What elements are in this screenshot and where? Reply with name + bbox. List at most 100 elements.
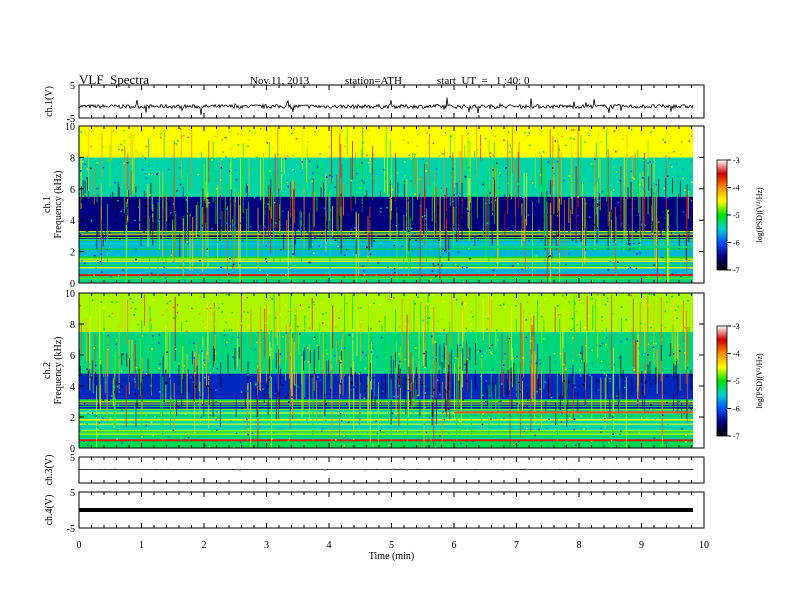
psd-speckle <box>573 138 575 140</box>
psd-speckle <box>412 401 414 403</box>
psd-speckle <box>235 169 237 171</box>
psd-speckle <box>434 341 436 343</box>
psd-speckle <box>612 214 615 217</box>
psd-speckle <box>81 259 83 262</box>
psd-speckle <box>574 303 576 305</box>
psd-speckle <box>423 214 426 217</box>
psd-speckle <box>511 225 514 228</box>
psd-speckle <box>588 315 591 317</box>
psd-speckle <box>636 340 639 342</box>
psd-speckle <box>408 154 411 157</box>
psd-speckle <box>509 145 512 147</box>
psd-speckle <box>211 371 213 373</box>
psd-speckle <box>184 196 186 198</box>
psd-speckle <box>149 319 152 322</box>
psd-speckle <box>427 281 430 283</box>
psd-speckle <box>235 179 238 181</box>
psd-speckle <box>117 274 120 277</box>
psd-speckle <box>459 367 461 370</box>
psd-speckle <box>602 210 605 212</box>
psd-speckle <box>576 324 579 326</box>
psd-speckle <box>86 368 88 370</box>
psd-speckle <box>209 365 212 368</box>
psd-speckle <box>659 151 662 154</box>
psd-speckle <box>476 278 479 280</box>
psd-speckle <box>172 213 175 216</box>
psd-speckle <box>325 419 327 422</box>
psd-speckle <box>163 266 165 268</box>
psd-speckle <box>359 329 361 331</box>
psd-speckle <box>291 406 293 408</box>
y-tick-label: 2 <box>70 248 75 259</box>
psd-speckle <box>424 446 427 448</box>
psd-speckle <box>306 347 309 349</box>
psd-speckle <box>358 373 361 375</box>
psd-speckle <box>245 418 248 420</box>
psd-speckle <box>613 363 616 366</box>
psd-speckle <box>225 294 227 296</box>
psd-speckle <box>626 162 629 164</box>
psd-speckle <box>132 301 134 304</box>
psd-speckle <box>467 195 470 198</box>
psd-speckle <box>162 314 164 316</box>
psd-speckle <box>683 394 686 397</box>
psd-speckle <box>684 214 687 216</box>
psd-speckle <box>254 131 257 134</box>
psd-speckle <box>401 348 404 351</box>
psd-speckle <box>215 187 218 190</box>
psd-speckle <box>637 243 639 245</box>
psd-speckle <box>625 150 628 153</box>
psd-speckle <box>167 436 170 438</box>
psd-speckle <box>650 326 652 329</box>
psd-speckle <box>334 439 337 441</box>
psd-speckle <box>581 196 583 199</box>
psd-speckle <box>398 353 400 355</box>
psd-speckle <box>548 418 550 420</box>
psd-speckle <box>294 230 296 233</box>
psd-speckle <box>391 188 394 191</box>
psd-speckle <box>605 336 608 339</box>
psd-speckle <box>229 223 231 225</box>
psd-speckle <box>667 196 669 198</box>
psd-speckle <box>437 263 439 266</box>
psd-speckle <box>622 192 624 194</box>
psd-speckle <box>591 349 593 352</box>
x-tick-label: 3 <box>264 540 269 551</box>
psd-speckle <box>600 427 602 430</box>
psd-speckle <box>117 301 119 303</box>
psd-speckle <box>118 176 121 179</box>
psd-speckle <box>417 359 420 361</box>
psd-speckle <box>170 212 172 214</box>
psd-speckle <box>605 184 608 186</box>
psd-speckle <box>293 280 296 283</box>
psd-speckle <box>387 266 389 268</box>
psd-speckle <box>139 159 141 162</box>
psd-speckle <box>237 352 239 354</box>
psd-speckle <box>542 218 545 221</box>
psd-speckle <box>419 341 421 343</box>
psd-speckle <box>583 428 585 430</box>
psd-speckle <box>225 136 227 139</box>
psd-speckle <box>400 345 403 348</box>
psd-speckle <box>615 258 618 260</box>
psd-speckle <box>191 307 193 310</box>
psd-speckle <box>640 223 643 226</box>
psd-speckle <box>137 323 139 326</box>
psd-speckle <box>382 431 385 433</box>
psd-speckle <box>617 149 619 152</box>
psd-speckle <box>422 319 424 322</box>
psd-speckle <box>663 187 665 190</box>
psd-speckle <box>600 360 603 363</box>
psd-speckle <box>202 320 204 323</box>
psd-speckle <box>611 313 614 315</box>
psd-speckle <box>194 276 196 278</box>
psd-speckle <box>554 361 557 363</box>
y-tick-label: 6 <box>70 351 75 362</box>
psd-speckle <box>370 377 372 379</box>
trace-ch3 <box>79 468 694 471</box>
psd-speckle <box>433 446 435 448</box>
psd-speckle <box>86 168 89 170</box>
psd-speckle <box>169 221 172 224</box>
psd-speckle <box>199 396 202 399</box>
psd-speckle <box>269 381 271 383</box>
